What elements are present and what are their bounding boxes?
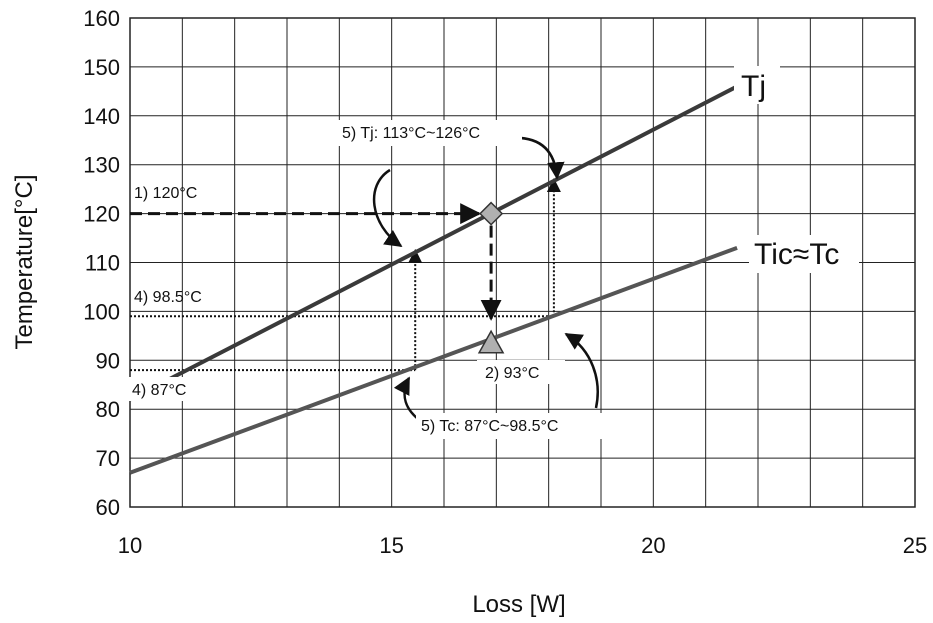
series-lines <box>129 84 738 475</box>
annotation-93-bg <box>477 360 565 384</box>
y-tick-label: 140 <box>83 104 120 129</box>
series-line-tj <box>129 84 738 402</box>
annotation-120: 1) 120°C <box>134 185 197 202</box>
x-tick-label: 25 <box>903 533 927 558</box>
y-tick-label: 160 <box>83 6 120 31</box>
x-tick-label: 20 <box>641 533 665 558</box>
annotation-tj-range: 5) Tj: 113°C~126°C <box>342 125 480 142</box>
x-axis-title: Loss [W] <box>472 591 565 618</box>
y-tick-label: 60 <box>96 495 120 520</box>
x-axis-ticks: 10 15 20 25 <box>118 533 927 558</box>
arrow-tj-left <box>372 168 403 248</box>
y-tick-label: 110 <box>85 251 120 276</box>
marker-diamond <box>479 201 504 226</box>
y-tick-label: 120 <box>83 202 120 227</box>
marker-triangle <box>477 329 505 354</box>
y-tick-label: 90 <box>96 348 120 373</box>
annotation-87-bg <box>128 377 220 401</box>
annotation-98-5: 4) 98.5°C <box>134 289 202 306</box>
x-tick-label: 15 <box>379 533 403 558</box>
markers <box>477 201 505 354</box>
annotation-93: 2) 93°C <box>485 365 539 382</box>
y-tick-label: 150 <box>83 55 120 80</box>
guide-lines <box>130 177 561 372</box>
series-label-tj: Tj <box>741 70 766 103</box>
y-axis-ticks: 60 70 80 90 100 110 120 130 140 150 160 <box>83 6 120 520</box>
y-axis-title: Temperature[°C] <box>11 175 38 350</box>
y-tick-label: 100 <box>83 299 120 324</box>
series-label-tc: Tic≈Tc <box>754 238 839 271</box>
series-line-tc <box>129 245 738 475</box>
tc-label-bg <box>749 235 859 273</box>
annotation-tj-range-bg <box>336 120 522 146</box>
tj-label-bg <box>734 66 780 104</box>
y-tick-label: 70 <box>96 446 120 471</box>
annotation-87: 4) 87°C <box>132 382 186 399</box>
plot-frame <box>129 17 916 508</box>
arrow-tc-right <box>564 332 599 409</box>
annotation-tc-range-bg <box>416 413 628 439</box>
y-tick-label: 130 <box>83 153 120 178</box>
x-tick-label: 10 <box>118 533 142 558</box>
annotation-tc-range: 5) Tc: 87°C~98.5°C <box>421 418 558 435</box>
y-tick-label: 80 <box>96 397 120 422</box>
